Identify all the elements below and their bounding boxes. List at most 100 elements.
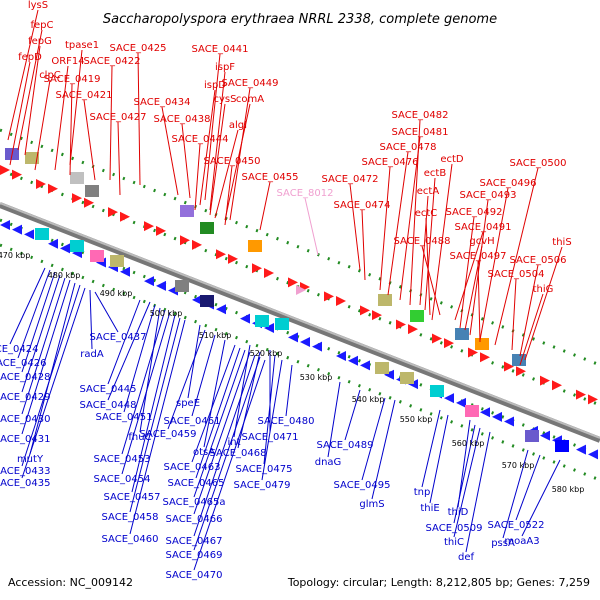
- forward-gene-label-sace-0427[interactable]: SACE_0427: [90, 112, 147, 123]
- reverse-gene-label-sace-0430[interactable]: SACE_0430: [0, 414, 50, 425]
- reverse-gene-arrow[interactable]: [348, 355, 358, 366]
- reverse-gene-arrow[interactable]: [384, 369, 394, 380]
- reverse-gene-label-thid[interactable]: thiD: [448, 507, 469, 518]
- gene-block[interactable]: [375, 362, 389, 374]
- reverse-gene-arrow[interactable]: [588, 449, 598, 460]
- reverse-gene-label-sace-0509[interactable]: SACE_0509: [426, 523, 483, 534]
- reverse-gene-label-sace-0424[interactable]: SACE_0424: [0, 344, 38, 355]
- forward-gene-arrow[interactable]: [372, 310, 382, 321]
- gene-block[interactable]: [430, 385, 444, 397]
- forward-gene-arrow[interactable]: [336, 296, 346, 307]
- reverse-gene-label-sace-0460[interactable]: SACE_0460: [102, 534, 159, 545]
- reverse-gene-label-tnp[interactable]: tnp: [414, 487, 431, 498]
- reverse-gene-label-spee[interactable]: speE: [176, 398, 200, 409]
- reverse-gene-label-sace-0479[interactable]: SACE_0479: [234, 480, 291, 491]
- reverse-gene-arrow[interactable]: [360, 360, 370, 371]
- forward-gene-arrow[interactable]: [408, 324, 418, 335]
- reverse-gene-label-thic[interactable]: thiC: [444, 537, 464, 548]
- gene-block[interactable]: [410, 310, 424, 322]
- gene-block[interactable]: [475, 338, 489, 350]
- forward-gene-label-sace-0482[interactable]: SACE_0482: [392, 110, 449, 121]
- reverse-gene-arrow[interactable]: [312, 341, 322, 352]
- reverse-gene-label-sace-0457[interactable]: SACE_0457: [104, 492, 161, 503]
- forward-gene-label-coma[interactable]: comA: [236, 94, 264, 105]
- reverse-gene-label-sace-0522[interactable]: SACE_0522: [488, 520, 545, 531]
- forward-gene-label-ispf[interactable]: ispF: [215, 62, 235, 73]
- reverse-gene-arrow[interactable]: [576, 444, 586, 455]
- forward-gene-arrow[interactable]: [252, 263, 262, 274]
- forward-gene-label-sace-0472[interactable]: SACE_0472: [322, 174, 379, 185]
- gene-block[interactable]: [200, 295, 214, 307]
- reverse-gene-arrow[interactable]: [60, 243, 70, 254]
- forward-gene-arrow[interactable]: [120, 211, 130, 222]
- forward-gene-arrow[interactable]: [288, 277, 298, 288]
- forward-gene-arrow[interactable]: [432, 333, 442, 344]
- pseudo-gene-label-sace-8012[interactable]: SACE_8012: [277, 188, 334, 199]
- forward-gene-arrow[interactable]: [0, 165, 10, 175]
- gene-block[interactable]: [248, 240, 262, 252]
- forward-gene-arrow[interactable]: [216, 249, 226, 260]
- forward-gene-label-ectb[interactable]: ectB: [424, 168, 447, 179]
- reverse-gene-arrow[interactable]: [444, 393, 454, 404]
- forward-gene-label-cyss[interactable]: cysS: [214, 94, 237, 105]
- reverse-gene-label-dnag[interactable]: dnaG: [315, 457, 342, 468]
- forward-gene-arrow[interactable]: [264, 267, 274, 278]
- forward-gene-label-ectd[interactable]: ectD: [440, 154, 464, 165]
- reverse-gene-label-otsa[interactable]: otsA: [193, 447, 215, 458]
- reverse-gene-arrow[interactable]: [288, 332, 298, 343]
- forward-gene-label-this[interactable]: thiS: [552, 237, 571, 248]
- forward-gene-label-sace-0492[interactable]: SACE_0492: [446, 207, 503, 218]
- gene-block[interactable]: [85, 185, 99, 197]
- reverse-gene-label-sace-0465a[interactable]: SACE_0465a: [162, 497, 225, 508]
- reverse-gene-label-fhuc[interactable]: fhuC: [128, 432, 151, 443]
- forward-gene-arrow[interactable]: [48, 183, 58, 194]
- reverse-gene-arrow[interactable]: [264, 322, 274, 333]
- forward-gene-label-lyss[interactable]: lysS: [28, 0, 48, 11]
- reverse-gene-arrow[interactable]: [300, 337, 310, 347]
- forward-gene-arrow[interactable]: [480, 352, 490, 363]
- reverse-gene-arrow[interactable]: [492, 411, 502, 422]
- forward-gene-label-ectc[interactable]: ectC: [415, 208, 438, 219]
- reverse-gene-label-sace-0467[interactable]: SACE_0467: [166, 536, 223, 547]
- reverse-gene-arrow[interactable]: [408, 379, 418, 390]
- reverse-gene-label-sace-0454[interactable]: SACE_0454: [94, 474, 151, 485]
- reverse-gene-label-sace-0489[interactable]: SACE_0489: [317, 440, 374, 451]
- reverse-gene-label-sace-0471[interactable]: SACE_0471: [242, 432, 299, 443]
- gene-block[interactable]: [35, 228, 49, 240]
- forward-gene-arrow[interactable]: [540, 375, 550, 386]
- pseudo-gene-arrow[interactable]: [296, 285, 306, 295]
- forward-gene-label-sace-0438[interactable]: SACE_0438: [154, 114, 211, 125]
- reverse-gene-label-sace-0426[interactable]: SACE_0426: [0, 358, 46, 369]
- reverse-gene-arrow[interactable]: [120, 266, 130, 277]
- gene-block[interactable]: [180, 205, 194, 217]
- forward-gene-label-sace-0449[interactable]: SACE_0449: [222, 78, 279, 89]
- forward-gene-arrow[interactable]: [516, 366, 526, 377]
- forward-gene-label-sace-0476[interactable]: SACE_0476: [362, 157, 419, 168]
- forward-gene-arrow[interactable]: [180, 235, 190, 246]
- reverse-gene-arrow[interactable]: [12, 224, 22, 235]
- reverse-gene-label-sace-0453[interactable]: SACE_0453: [94, 454, 151, 465]
- forward-gene-label-sace-0421[interactable]: SACE_0421: [56, 90, 113, 101]
- forward-gene-label-ispd[interactable]: ispD: [204, 80, 226, 91]
- forward-gene-arrow[interactable]: [12, 169, 22, 180]
- forward-gene-arrow[interactable]: [504, 361, 514, 372]
- gene-block[interactable]: [512, 354, 526, 366]
- forward-gene-arrow[interactable]: [324, 291, 334, 302]
- forward-gene-label-sace-0422[interactable]: SACE_0422: [84, 56, 141, 67]
- reverse-gene-arrow[interactable]: [192, 294, 202, 305]
- gene-block[interactable]: [275, 318, 289, 330]
- forward-gene-label-sace-0434[interactable]: SACE_0434: [134, 97, 191, 108]
- reverse-gene-label-thie[interactable]: thiE: [420, 503, 439, 514]
- reverse-gene-label-sace-0468[interactable]: SACE_0468: [210, 448, 267, 459]
- forward-gene-label-thig[interactable]: thiG: [533, 284, 554, 295]
- gene-block[interactable]: [70, 240, 84, 252]
- reverse-gene-label-sace-0466[interactable]: SACE_0466: [166, 514, 223, 525]
- forward-gene-arrow[interactable]: [144, 221, 154, 232]
- forward-gene-label-sace-0474[interactable]: SACE_0474: [334, 200, 391, 211]
- reverse-gene-arrow[interactable]: [144, 276, 154, 287]
- forward-gene-label-fepc[interactable]: fepC: [30, 20, 53, 31]
- reverse-gene-arrow[interactable]: [48, 238, 58, 249]
- forward-gene-label-tpase1[interactable]: tpase1: [65, 40, 99, 51]
- forward-gene-label-sace-0504[interactable]: SACE_0504: [488, 269, 545, 280]
- forward-gene-label-sace-0444[interactable]: SACE_0444: [172, 134, 229, 145]
